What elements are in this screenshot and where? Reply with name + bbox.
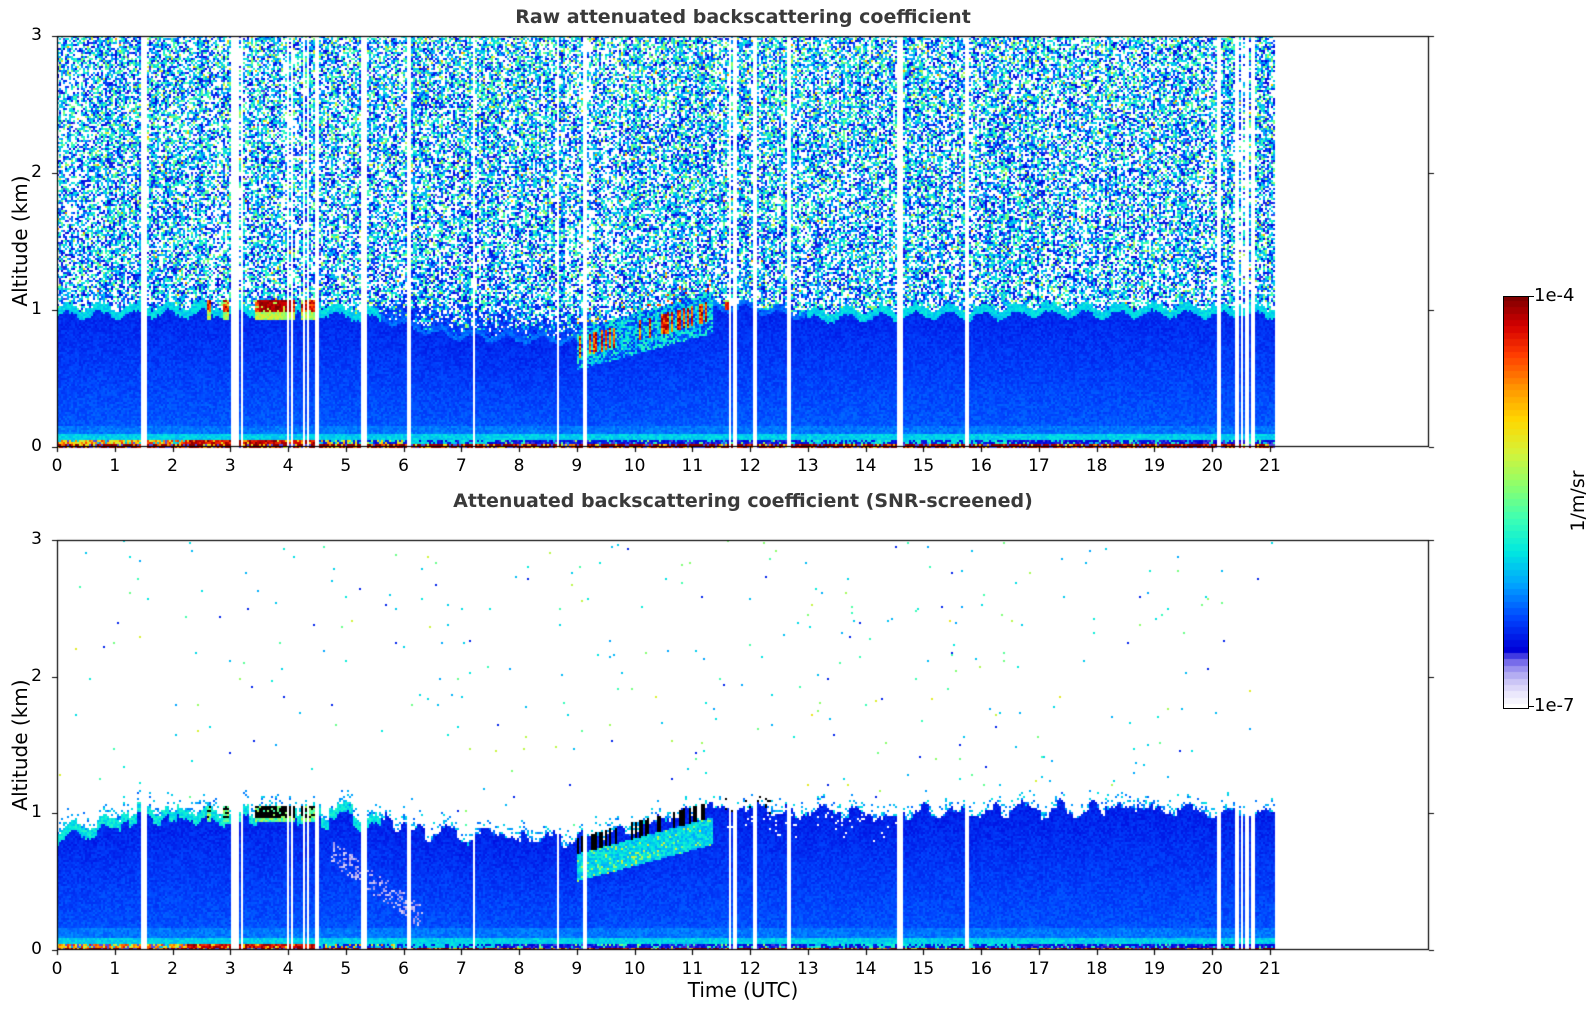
x-tick-label: 4 [282, 959, 294, 979]
colorbar [1503, 296, 1529, 709]
x-tick-label: 16 [970, 959, 992, 979]
x-tick-label: 10 [623, 455, 646, 476]
x-tick-label: 1 [109, 959, 121, 979]
y-tick-label: 1 [31, 802, 42, 823]
x-tick-label: 0 [51, 455, 63, 476]
x-tick-label: 9 [571, 959, 583, 979]
y-tick-label: 3 [31, 24, 42, 45]
y-tick-label: 1 [31, 298, 42, 319]
x-tick-label: 8 [513, 455, 525, 476]
bottom-panel-heatmap [47, 530, 1439, 960]
x-axis-label: Time (UTC) [687, 978, 799, 1002]
y-tick-label: 2 [31, 665, 42, 686]
x-tick-label: 3 [224, 455, 236, 476]
x-tick-label: 1 [109, 455, 121, 476]
x-tick-label: 13 [797, 455, 819, 476]
x-tick-label: 14 [854, 959, 877, 979]
x-tick-label: 2 [167, 455, 178, 476]
x-tick-label: 18 [1085, 959, 1108, 979]
x-tick-label: 5 [340, 959, 352, 979]
colorbar-unit-label: 1/m/sr [1567, 470, 1589, 532]
colorbar-gradient [1504, 297, 1528, 708]
top-y-axis-label: Altitude (km) [8, 175, 32, 307]
x-tick-label: 7 [455, 959, 467, 979]
x-tick-label: 13 [797, 959, 819, 979]
x-tick-label: 12 [739, 455, 761, 476]
x-tick-label: 20 [1201, 455, 1223, 476]
x-tick-label: 9 [571, 455, 583, 476]
y-tick-label: 3 [31, 529, 42, 549]
x-tick-label: 21 [1259, 959, 1281, 979]
colorbar-bottom-tick [1529, 706, 1534, 707]
x-tick-label: 15 [912, 959, 935, 979]
y-tick-label: 0 [31, 435, 42, 456]
x-tick-label: 20 [1201, 959, 1223, 979]
x-tick-label: 12 [739, 959, 761, 979]
x-tick-label: 19 [1143, 455, 1166, 476]
x-tick-label: 10 [623, 959, 646, 979]
x-tick-label: 4 [282, 455, 294, 476]
colorbar-min-label: 1e-7 [1534, 695, 1575, 716]
bottom-y-axis-label: Altitude (km) [8, 679, 32, 811]
x-tick-label: 6 [398, 959, 409, 979]
colorbar-top-tick [1529, 296, 1534, 297]
x-tick-label: 7 [455, 455, 467, 476]
x-tick-label: 11 [681, 959, 704, 979]
y-tick-label: 2 [31, 161, 42, 182]
x-tick-label: 2 [167, 959, 178, 979]
x-tick-label: 18 [1085, 455, 1108, 476]
top-panel-title: Raw attenuated backscattering coefficien… [515, 6, 971, 28]
top-panel-heatmap [47, 25, 1439, 457]
x-tick-label: 11 [681, 455, 704, 476]
x-tick-label: 14 [854, 455, 877, 476]
x-tick-label: 3 [224, 959, 236, 979]
x-tick-label: 15 [912, 455, 935, 476]
x-tick-label: 0 [51, 959, 63, 979]
x-tick-label: 21 [1259, 455, 1281, 476]
x-tick-label: 19 [1143, 959, 1166, 979]
x-tick-label: 16 [970, 455, 992, 476]
x-tick-label: 17 [1028, 959, 1050, 979]
x-tick-label: 17 [1028, 455, 1050, 476]
colorbar-max-label: 1e-4 [1534, 285, 1575, 306]
y-tick-label: 0 [31, 939, 42, 959]
bottom-panel-title: Attenuated backscattering coefficient (S… [453, 490, 1033, 512]
x-tick-label: 5 [340, 455, 352, 476]
x-tick-label: 8 [513, 959, 525, 979]
x-tick-label: 6 [398, 455, 409, 476]
